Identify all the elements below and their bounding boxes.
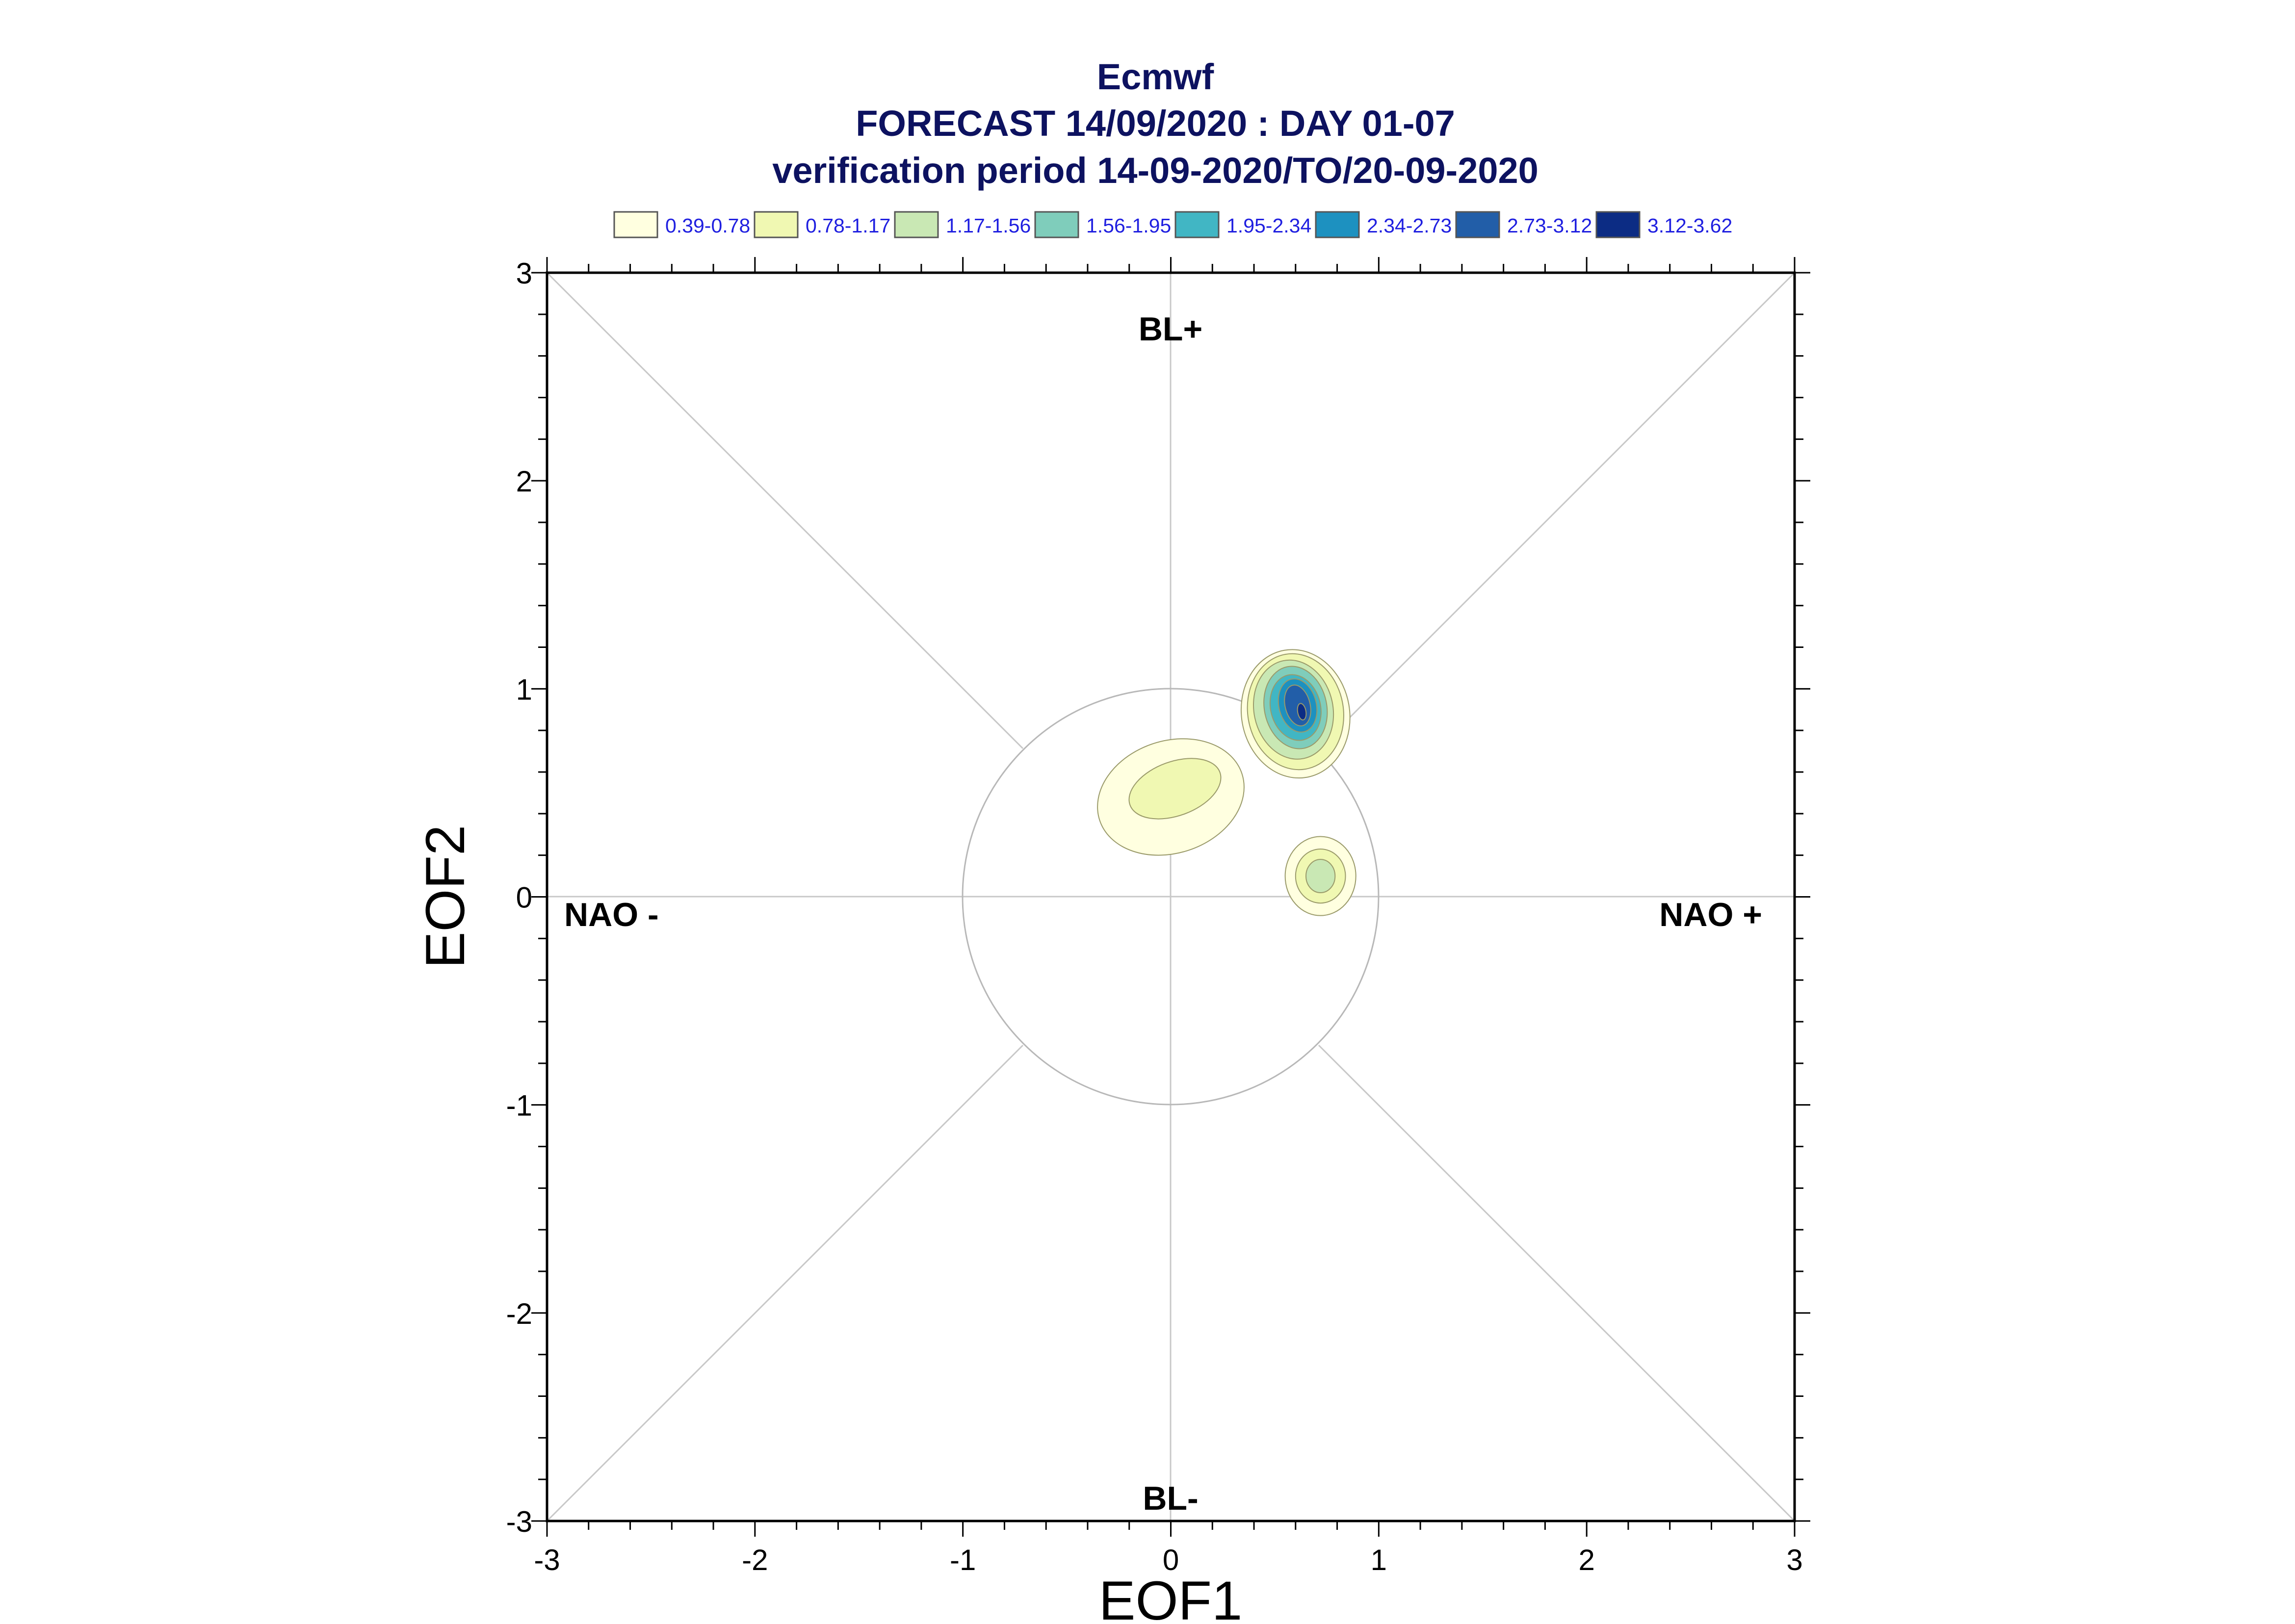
legend-label-7: 2.73-3.12 — [1507, 214, 1592, 237]
y-tick-label: 2 — [516, 465, 532, 498]
legend-label-3: 1.17-1.56 — [946, 214, 1031, 237]
legend-swatch-3 — [894, 211, 939, 238]
regime-label-nao-plus: NAO + — [1659, 896, 1762, 933]
x-tick-label: -3 — [534, 1544, 560, 1576]
y-tick-label: -2 — [506, 1297, 532, 1330]
chart-title-line-1: Ecmwf — [1097, 56, 1214, 97]
x-tick-label: 0 — [1163, 1544, 1179, 1576]
y-tick-label: -1 — [506, 1089, 532, 1122]
contour-peak-1-level-8 — [1297, 703, 1307, 721]
legend-swatch-8 — [1595, 211, 1641, 238]
diagonal-guide-3 — [1318, 272, 1796, 749]
legend: 0.39-0.78 0.78-1.17 1.17-1.56 1.56-1.95 1.95… — [613, 211, 1732, 238]
x-tick-label: 2 — [1578, 1544, 1594, 1576]
diagonal-guide-1 — [546, 272, 1024, 749]
legend-label-6: 2.34-2.73 — [1367, 214, 1452, 237]
plot-area: BL+ BL- NAO - NAO + — [531, 257, 1810, 1537]
legend-swatch-1 — [613, 211, 658, 238]
legend-swatch-6 — [1315, 211, 1360, 238]
diagonal-guide-4 — [546, 1044, 1024, 1522]
legend-label-5: 1.95-2.34 — [1226, 214, 1311, 237]
y-tick-label: 1 — [516, 673, 532, 706]
x-tick-label: -1 — [950, 1544, 976, 1576]
regime-label-nao-minus: NAO - — [564, 896, 659, 933]
legend-label-8: 3.12-3.62 — [1647, 214, 1732, 237]
legend-swatch-5 — [1174, 211, 1220, 238]
legend-swatch-4 — [1034, 211, 1079, 238]
y-tick-label: 0 — [516, 881, 532, 914]
x-tick-label: 1 — [1371, 1544, 1387, 1576]
density-contours — [1097, 649, 1356, 916]
legend-label-2: 0.78-1.17 — [806, 214, 890, 237]
legend-swatch-2 — [754, 211, 799, 238]
reference-circle — [962, 688, 1380, 1106]
y-axis-title: EOF2 — [415, 825, 476, 969]
axis-ticks — [531, 257, 1810, 1537]
regime-label-bl-plus: BL+ — [1139, 310, 1202, 348]
x-tick-label: -2 — [742, 1544, 768, 1576]
legend-swatch-7 — [1455, 211, 1500, 238]
contour-peak-2-level-2 — [1128, 758, 1222, 820]
x-tick-label: 3 — [1786, 1544, 1802, 1576]
regime-label-bl-minus: BL- — [1143, 1480, 1198, 1517]
x-axis-title: EOF1 — [1099, 1570, 1243, 1624]
chart-title-line-2: FORECAST 14/09/2020 : DAY 01-07 — [856, 103, 1455, 144]
chart-title-line-3: verification period 14-09-2020/TO/20-09-… — [772, 150, 1539, 191]
contour-peak-3-level-3 — [1305, 859, 1336, 894]
diagonal-guide-2 — [1318, 1044, 1796, 1522]
x-tick-labels: -3 -2 -1 0 1 2 3 — [534, 1544, 1802, 1576]
legend-label-1: 0.39-0.78 — [665, 214, 750, 237]
legend-label-4: 1.56-1.95 — [1086, 214, 1171, 237]
y-tick-label: 3 — [516, 257, 532, 290]
y-tick-label: -3 — [506, 1505, 532, 1538]
y-tick-labels: -3 -2 -1 0 1 2 3 — [506, 257, 532, 1538]
